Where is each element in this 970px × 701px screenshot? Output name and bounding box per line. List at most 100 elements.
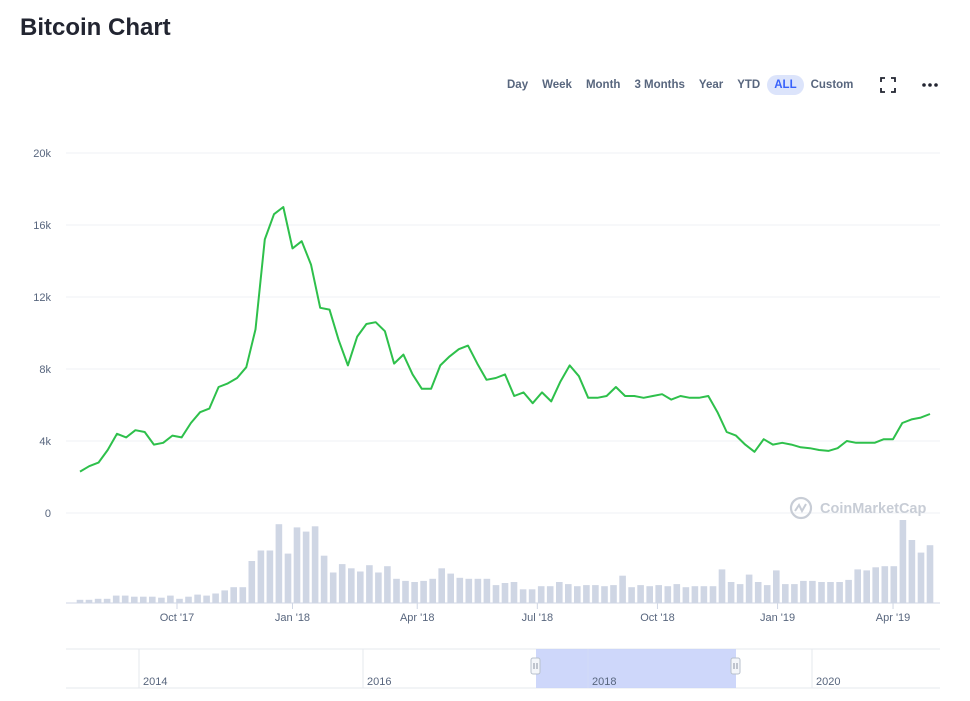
volume-bar xyxy=(284,553,292,603)
range-custom-button[interactable]: Custom xyxy=(810,79,854,91)
volume-bar xyxy=(565,584,572,603)
navigator-label-2018: 2018 xyxy=(592,676,616,688)
volume-bar xyxy=(791,584,798,603)
range-day-button[interactable]: Day xyxy=(507,79,529,91)
volume-bar xyxy=(266,550,274,603)
range-month-button[interactable]: Month xyxy=(585,79,621,91)
volume-bar xyxy=(773,570,780,603)
volume-bar xyxy=(908,540,916,603)
volume-bar xyxy=(782,584,789,603)
volume-bar xyxy=(348,568,355,603)
fullscreen-icon[interactable] xyxy=(877,74,899,96)
volume-bar xyxy=(818,582,825,603)
volume-bar xyxy=(375,572,382,603)
volume-bar xyxy=(149,596,156,603)
y-tick-label: 16k xyxy=(33,220,51,232)
volume-bar xyxy=(302,531,310,603)
volume-bar xyxy=(809,580,816,603)
volume-bar xyxy=(411,582,418,603)
navigator[interactable]: 2014 2016 2018 2020 xyxy=(66,648,940,689)
volume-bar xyxy=(655,585,662,603)
volume-bar xyxy=(836,582,843,603)
volume-bar xyxy=(329,572,337,603)
volume-bar xyxy=(601,586,608,603)
range-all-button[interactable]: ALL xyxy=(767,75,804,95)
volume-bar xyxy=(420,580,427,603)
volume-bar xyxy=(628,587,635,603)
y-tick-label: 0 xyxy=(45,508,51,520)
y-tick-label: 8k xyxy=(39,364,51,376)
y-tick-label: 4k xyxy=(39,436,51,448)
volume-bar xyxy=(845,579,852,603)
volume-bar xyxy=(727,582,735,603)
volume-bar xyxy=(194,594,201,603)
watermark-text: CoinMarketCap xyxy=(820,501,926,517)
volume-bar xyxy=(140,596,147,603)
x-tick-label: Oct '18 xyxy=(640,612,675,624)
volume-bar xyxy=(610,585,617,603)
volume-bar xyxy=(483,578,491,603)
navigator-label-2014: 2014 xyxy=(143,676,167,688)
volume-bar xyxy=(917,552,925,603)
volume-bar xyxy=(583,585,590,603)
volume-bar xyxy=(863,570,870,603)
volume-bar xyxy=(230,587,237,603)
x-tick-label: Jan '18 xyxy=(275,612,310,624)
volume-bar xyxy=(384,566,391,603)
volume-bar xyxy=(926,545,934,603)
volume-bar xyxy=(185,596,192,603)
volume-bar xyxy=(619,575,626,603)
volume-bar xyxy=(76,599,84,603)
page-title: Bitcoin Chart xyxy=(20,14,171,41)
volume-bar xyxy=(718,569,726,603)
volume-bar xyxy=(827,582,834,603)
range-week-button[interactable]: Week xyxy=(542,79,572,91)
volume-bar xyxy=(221,590,228,603)
volume-bar xyxy=(800,580,807,603)
y-axis-ticks: 0 4k 8k 12k 16k 20k xyxy=(33,148,51,520)
volume-bar xyxy=(763,585,771,603)
coinmarketcap-logo-icon xyxy=(789,496,813,520)
range-year-button[interactable]: Year xyxy=(698,79,724,91)
range-ytd-button[interactable]: YTD xyxy=(737,79,761,91)
volume-bar xyxy=(112,595,120,603)
range-3-months-button[interactable]: 3 Months xyxy=(634,79,685,91)
navigator-selection[interactable] xyxy=(536,649,736,688)
volume-bar xyxy=(212,593,219,603)
volume-bar xyxy=(176,598,183,603)
more-icon[interactable] xyxy=(919,74,941,96)
volume-bars xyxy=(76,520,934,603)
volume-bar xyxy=(158,597,165,603)
volume-bar xyxy=(890,566,898,603)
volume-bar xyxy=(510,582,518,603)
volume-bar xyxy=(103,598,111,603)
volume-bar xyxy=(492,585,500,603)
navigator-right-handle[interactable] xyxy=(730,657,741,675)
volume-bar xyxy=(854,569,861,603)
volume-bar xyxy=(754,582,762,603)
volume-bar xyxy=(438,568,445,603)
navigator-left-handle[interactable] xyxy=(530,657,541,675)
x-tick-label: Oct '17 xyxy=(160,612,195,624)
volume-bar xyxy=(203,595,210,603)
volume-bar xyxy=(592,585,599,603)
x-tick-label: Apr '18 xyxy=(400,612,435,624)
volume-bar xyxy=(293,527,301,603)
volume-bar xyxy=(275,524,283,603)
volume-bar xyxy=(691,586,699,603)
volume-bar xyxy=(357,571,364,603)
price-line-layer xyxy=(79,206,931,473)
volume-bar xyxy=(664,586,672,603)
volume-bar xyxy=(637,585,644,603)
volume-bar xyxy=(85,599,93,603)
volume-bar xyxy=(447,573,454,603)
x-tick-label: Jan '19 xyxy=(760,612,795,624)
volume-bar xyxy=(881,566,889,603)
volume-bar xyxy=(682,587,690,603)
volume-bar xyxy=(248,561,256,603)
volume-bar xyxy=(311,526,319,603)
volume-bar xyxy=(872,567,879,603)
grid-lines xyxy=(66,152,940,514)
volume-bar xyxy=(709,586,717,603)
